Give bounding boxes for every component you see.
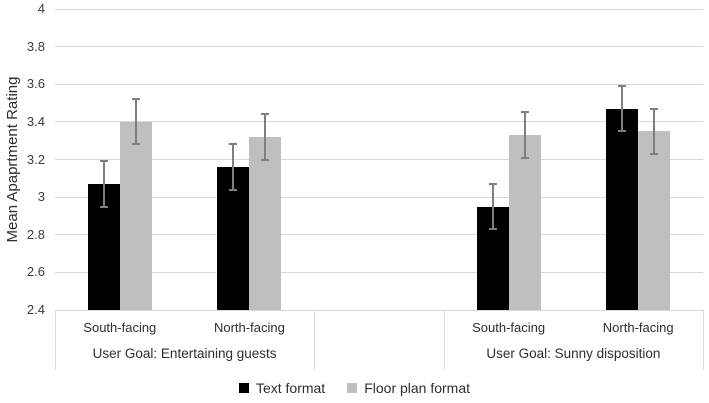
y-tick-label: 2.8 <box>26 226 45 242</box>
y-tick-label: 3.4 <box>26 113 45 129</box>
error-bar-cap <box>261 113 270 116</box>
category-label: North-facing <box>213 320 285 335</box>
error-bar <box>653 108 656 154</box>
y-tick-label: 2.6 <box>26 264 45 280</box>
legend-item: Floor plan format <box>347 380 470 396</box>
gridline <box>55 159 703 160</box>
y-tick-label: 2.4 <box>26 302 45 317</box>
y-tick-label: 3.2 <box>26 151 45 167</box>
bar-floor-plan-format <box>638 131 671 310</box>
error-bar <box>621 86 624 132</box>
bar-floor-plan-format <box>508 135 541 310</box>
error-bar-cap <box>229 143 238 146</box>
legend: Text format Floor plan format <box>0 378 709 398</box>
error-bar-cap <box>131 143 140 146</box>
y-tick-label: 3.6 <box>26 76 45 92</box>
category-label: North-facing <box>602 320 674 335</box>
error-bar-cap <box>650 107 659 110</box>
error-bar-cap <box>520 111 529 114</box>
legend-label: Floor plan format <box>364 380 471 396</box>
gridline <box>55 234 703 236</box>
gridline <box>55 196 703 198</box>
category-group-divider <box>703 310 704 370</box>
error-bar-cap <box>131 98 140 101</box>
gridline <box>55 46 703 48</box>
bar-text-format <box>217 167 250 310</box>
group-label: User Goal: Entertaining guests <box>92 346 277 361</box>
gridline <box>55 271 703 273</box>
error-bar <box>523 112 526 158</box>
error-bar-cap <box>261 158 270 161</box>
x-axis-line <box>55 310 703 311</box>
category-label: South-facing <box>83 320 157 335</box>
gridline <box>55 83 703 85</box>
bar-text-format <box>606 108 639 310</box>
error-bar <box>134 99 137 145</box>
category-group-divider <box>314 310 316 370</box>
category-label: South-facing <box>472 320 546 335</box>
y-tick-label: 3 <box>37 189 45 205</box>
error-bar-cap <box>99 205 108 208</box>
gridline <box>55 8 703 10</box>
y-tick-label: 3.8 <box>26 38 45 54</box>
gridline <box>55 121 703 123</box>
error-bar-cap <box>488 182 497 185</box>
error-bar <box>102 161 105 207</box>
legend-swatch-icon <box>347 383 358 393</box>
group-label: User Goal: Sunny disposition <box>486 346 661 361</box>
error-bar-cap <box>618 85 627 88</box>
bar-floor-plan-format <box>119 121 152 310</box>
y-tick-label: 4 <box>37 1 45 16</box>
error-bar-cap <box>520 156 529 159</box>
legend-item: Text format <box>238 380 326 396</box>
error-bar-cap <box>99 160 108 163</box>
error-bar <box>491 183 494 230</box>
error-bar-cap <box>488 228 497 231</box>
error-bar <box>232 144 235 190</box>
bar-floor-plan-format <box>249 136 282 310</box>
error-bar <box>264 114 267 160</box>
error-bar-cap <box>618 130 627 133</box>
category-group-divider <box>443 310 445 370</box>
error-bar-cap <box>229 188 238 191</box>
legend-swatch-icon <box>238 383 249 393</box>
category-group-divider <box>55 310 56 370</box>
error-bar-cap <box>650 152 659 155</box>
legend-label: Text format <box>255 380 326 396</box>
